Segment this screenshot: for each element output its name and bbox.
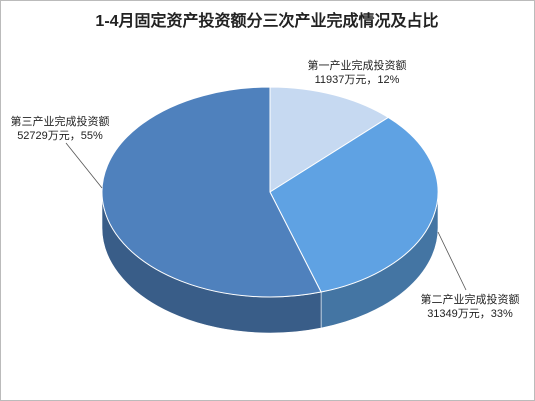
slice-value-label: 31349万元，33% — [427, 308, 513, 320]
chart-title: 1-4月固定资产投资额分三次产业完成情况及占比 — [95, 11, 438, 30]
slice-label: 第二产业完成投资额 — [421, 292, 520, 306]
slice-label: 第三产业完成投资额 — [11, 114, 110, 128]
pie-slice — [269, 116, 439, 293]
pie-slice — [269, 86, 390, 193]
leader-line — [65, 142, 103, 189]
slice-value-label: 52729万元，55% — [17, 130, 103, 142]
slice-value-label: 11937万元，12% — [315, 74, 400, 86]
leader-line — [437, 231, 467, 291]
slice-label: 第一产业完成投资额 — [308, 58, 407, 72]
pie-slice — [101, 86, 322, 298]
